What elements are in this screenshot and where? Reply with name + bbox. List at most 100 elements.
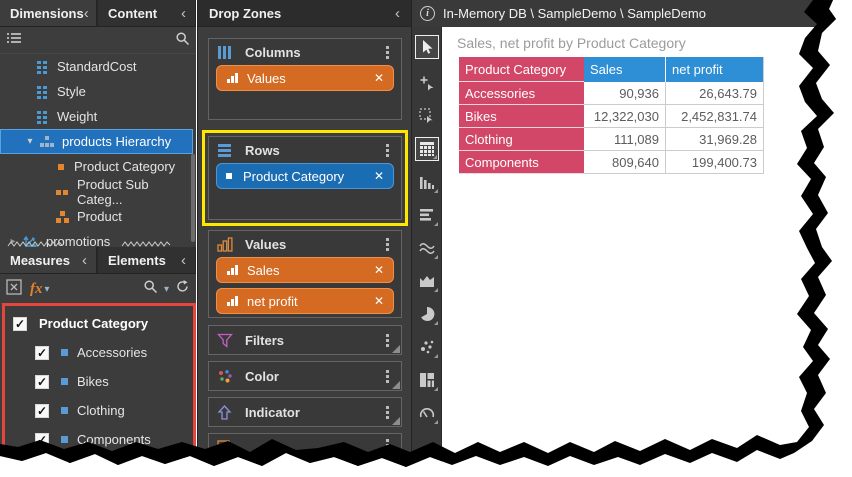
- resize-grip-icon[interactable]: [392, 381, 400, 389]
- sparkline-icon: [217, 439, 237, 451]
- tab-measures[interactable]: Measures ‹: [0, 247, 96, 273]
- resize-grip-icon[interactable]: [392, 345, 400, 353]
- member-row-bikes[interactable]: ✓ Bikes: [5, 367, 193, 396]
- checkbox-checked-icon[interactable]: ✓: [35, 345, 49, 360]
- hierarchy-icon: [40, 135, 54, 148]
- tool-pie-chart[interactable]: [415, 302, 439, 326]
- elements-toolbar: fx ▾ ▾: [0, 275, 196, 304]
- member-label: Product Category: [39, 316, 149, 331]
- tree-item-products-hierarchy[interactable]: ▾ products Hierarchy: [0, 129, 193, 154]
- tree-item-label: Product: [77, 209, 122, 224]
- chip-sales[interactable]: Sales ✕: [216, 257, 394, 283]
- dropdown-corner-icon: [434, 354, 438, 358]
- tree-item-weight[interactable]: Weight: [0, 104, 196, 129]
- close-icon[interactable]: ✕: [373, 169, 384, 183]
- member-row-product-category[interactable]: ✓ Product Category: [5, 309, 193, 338]
- collapse-left-icon[interactable]: ‹: [82, 251, 87, 269]
- left-bottom-tabbar: Measures ‹ Elements ‹: [0, 247, 196, 274]
- column-header-product-category[interactable]: Product Category: [459, 57, 584, 82]
- clear-selection-icon[interactable]: [6, 278, 22, 300]
- table-row: Components 809,640 199,400.73: [459, 151, 764, 174]
- tree-item-label: Product Sub Categ...: [77, 176, 149, 207]
- legend-square-icon: [61, 349, 68, 356]
- row-header-cell: Components: [459, 151, 584, 174]
- info-icon[interactable]: i: [420, 6, 435, 21]
- checkbox-checked-icon[interactable]: ✓: [35, 403, 49, 418]
- tree-item-standardcost[interactable]: StandardCost: [0, 54, 196, 79]
- tree-item-label: Weight: [57, 109, 98, 124]
- caret-down-icon[interactable]: ▾: [163, 283, 169, 295]
- dropzone-filters-header: Filters: [209, 326, 401, 354]
- kebab-menu-icon[interactable]: [386, 443, 389, 447]
- tool-gauge[interactable]: [415, 401, 439, 425]
- checkbox-checked-icon[interactable]: ✓: [35, 432, 49, 447]
- kebab-menu-icon[interactable]: [386, 242, 389, 246]
- member-row-clothing[interactable]: ✓ Clothing: [5, 396, 193, 425]
- member-row-accessories[interactable]: ✓ Accessories: [5, 338, 193, 367]
- tool-grid[interactable]: [415, 137, 439, 161]
- tool-horizontal-bar-chart[interactable]: [415, 203, 439, 227]
- tool-scatter-chart[interactable]: [415, 335, 439, 359]
- tool-pointer[interactable]: [415, 35, 439, 59]
- expand-down-icon[interactable]: ▾: [27, 136, 33, 147]
- kebab-menu-icon[interactable]: [386, 338, 389, 342]
- fx-expression-icon[interactable]: fx: [30, 280, 43, 297]
- tool-bar-chart[interactable]: [415, 170, 439, 194]
- tree-item-product-category[interactable]: Product Category: [0, 154, 196, 179]
- collapse-left-icon[interactable]: ‹: [181, 251, 186, 269]
- member-label: Bikes: [77, 374, 109, 389]
- tool-select-items[interactable]: [415, 104, 439, 128]
- column-header-sales[interactable]: Sales: [584, 57, 666, 82]
- member-row-components[interactable]: ✓ Components: [5, 425, 193, 454]
- columns-icon: [217, 45, 237, 60]
- tab-elements[interactable]: Elements ‹: [98, 247, 195, 273]
- checkbox-checked-icon[interactable]: ✓: [13, 316, 27, 331]
- chip-label: Sales: [247, 262, 280, 278]
- tool-add-item[interactable]: [415, 71, 439, 95]
- dropzone-rows-label: Rows: [245, 142, 280, 158]
- collapse-left-icon[interactable]: ‹: [181, 4, 186, 22]
- drop-zones-title: Drop Zones: [209, 5, 282, 21]
- kebab-menu-icon[interactable]: [386, 50, 389, 54]
- resize-grip-icon[interactable]: [392, 417, 400, 425]
- tree-item-label: Product Category: [74, 159, 176, 174]
- dropdown-corner-icon: [434, 255, 438, 259]
- collapse-left-icon[interactable]: ‹: [83, 4, 89, 22]
- tab-dimensions[interactable]: Dimensions ‹: [0, 0, 96, 26]
- kebab-menu-icon[interactable]: [386, 148, 389, 152]
- grid-item-canvas: Sales, net profit by Product Category Pr…: [443, 27, 852, 477]
- tree-item-product[interactable]: Product: [0, 204, 196, 229]
- table-header-row: Product Category Sales net profit: [459, 57, 764, 82]
- search-icon[interactable]: [175, 31, 190, 51]
- tree-scrollbar[interactable]: [191, 154, 195, 242]
- chip-values[interactable]: Values ✕: [216, 65, 394, 91]
- tree-item-product-sub-category[interactable]: Product Sub Categ...: [0, 176, 196, 207]
- tree-item-style[interactable]: Style: [0, 79, 196, 104]
- checkbox-checked-icon[interactable]: ✓: [35, 374, 49, 389]
- collapse-left-icon[interactable]: ‹: [395, 4, 400, 22]
- kebab-menu-icon[interactable]: [386, 374, 389, 378]
- search-icon[interactable]: [143, 279, 158, 299]
- list-options-icon[interactable]: [6, 30, 22, 51]
- refresh-icon[interactable]: [175, 279, 190, 299]
- tab-content[interactable]: Content ‹: [98, 0, 195, 26]
- close-icon[interactable]: ✕: [373, 294, 384, 308]
- measure-bars-icon: [226, 295, 238, 307]
- dimensions-tree: StandardCost Style Weight ▾ products Hie…: [0, 54, 196, 254]
- tool-partial[interactable]: [415, 434, 439, 458]
- close-icon[interactable]: ✕: [373, 71, 384, 85]
- tool-area-chart[interactable]: [415, 269, 439, 293]
- tool-line-chart[interactable]: [415, 236, 439, 260]
- close-icon[interactable]: ✕: [373, 263, 384, 277]
- caret-down-icon[interactable]: ▾: [44, 283, 50, 295]
- column-header-net-profit[interactable]: net profit: [666, 57, 764, 82]
- chip-product-category[interactable]: Product Category ✕: [216, 163, 394, 189]
- hierarchy-level-3-icon: [56, 210, 69, 223]
- tool-treemap[interactable]: [415, 368, 439, 392]
- tree-item-label: products Hierarchy: [62, 134, 172, 149]
- chip-net-profit[interactable]: net profit ✕: [216, 288, 394, 314]
- value-cell: 2,452,831.74: [666, 105, 764, 128]
- kebab-menu-icon[interactable]: [386, 410, 389, 414]
- measure-bars-icon: [226, 264, 238, 276]
